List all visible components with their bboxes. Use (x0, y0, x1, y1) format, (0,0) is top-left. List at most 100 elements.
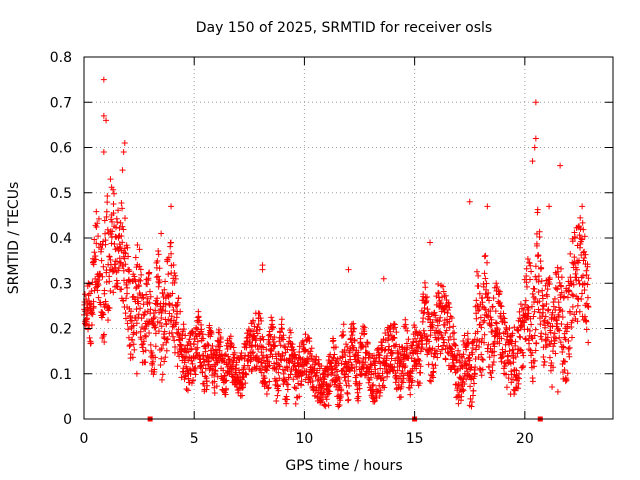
data-point (300, 341, 307, 348)
data-point (357, 339, 364, 346)
data-point (523, 273, 530, 280)
data-point (161, 286, 168, 293)
data-point (581, 286, 588, 293)
data-point (121, 245, 128, 252)
data-point (159, 307, 166, 314)
data-point (172, 272, 179, 279)
data-point (277, 329, 284, 336)
data-point (278, 316, 285, 323)
data-point (555, 313, 562, 320)
data-point (280, 370, 287, 377)
data-point (165, 254, 172, 261)
data-point (155, 248, 162, 255)
data-point (99, 273, 106, 280)
data-point (256, 365, 263, 372)
data-point (444, 349, 451, 356)
data-point (538, 265, 545, 272)
data-point (466, 357, 473, 364)
data-point (220, 367, 227, 374)
data-point (287, 329, 294, 336)
data-point (293, 385, 300, 392)
data-point (147, 293, 154, 300)
data-point (160, 331, 167, 338)
data-point (479, 356, 486, 363)
data-point (95, 282, 102, 289)
data-point (143, 291, 150, 298)
data-point (522, 297, 529, 304)
data-point (509, 330, 516, 337)
data-point (256, 326, 263, 333)
data-point (200, 335, 207, 342)
data-point (546, 354, 553, 361)
data-point (450, 323, 457, 330)
data-point (483, 280, 490, 287)
data-point (561, 367, 568, 374)
data-point (124, 290, 131, 297)
data-point (133, 320, 140, 327)
data-point (120, 297, 127, 304)
data-point (405, 336, 412, 343)
data-point (274, 392, 281, 399)
data-point (585, 275, 592, 282)
data-point (467, 383, 474, 390)
data-point (418, 335, 425, 342)
data-point (128, 308, 135, 315)
data-point (152, 330, 159, 337)
data-point (428, 378, 435, 385)
data-point (450, 362, 457, 369)
data-point (531, 144, 538, 151)
x-tick-label: 10 (296, 431, 314, 447)
data-point (231, 349, 238, 356)
data-point (106, 253, 113, 260)
data-point (100, 76, 107, 83)
data-point (503, 326, 510, 333)
data-point (210, 347, 217, 354)
data-point (506, 341, 513, 348)
data-point (239, 392, 246, 399)
data-point (486, 364, 493, 371)
data-point (481, 331, 488, 338)
data-point (560, 344, 567, 351)
data-point (259, 333, 266, 340)
data-point (177, 308, 184, 315)
data-point (416, 380, 423, 387)
data-point (392, 379, 399, 386)
data-point (549, 309, 556, 316)
data-point (385, 332, 392, 339)
data-point (455, 347, 462, 354)
data-point (487, 308, 494, 315)
data-point (152, 307, 159, 314)
data-point (325, 402, 332, 409)
data-point (223, 377, 230, 384)
data-point (538, 330, 545, 337)
data-point (389, 350, 396, 357)
data-point (194, 344, 201, 351)
data-point (539, 287, 546, 294)
data-point (88, 321, 95, 328)
data-point (569, 303, 576, 310)
data-point (577, 214, 584, 221)
data-point (107, 287, 114, 294)
data-point (95, 294, 102, 301)
data-point (580, 272, 587, 279)
y-tick-label: 0.3 (50, 276, 72, 292)
data-point (437, 350, 444, 357)
data-point (269, 353, 276, 360)
data-point (158, 323, 165, 330)
data-point (559, 314, 566, 321)
data-point (222, 386, 229, 393)
data-point (458, 393, 465, 400)
data-point (87, 340, 94, 347)
data-point (489, 361, 496, 368)
data-point (373, 394, 380, 401)
data-point (417, 348, 424, 355)
data-point (111, 241, 118, 248)
data-point (110, 289, 117, 296)
data-point (381, 384, 388, 391)
data-point (221, 352, 228, 359)
data-point (535, 252, 542, 259)
data-point (505, 353, 512, 360)
data-point (554, 388, 561, 395)
data-point (92, 256, 99, 263)
data-point (535, 273, 542, 280)
